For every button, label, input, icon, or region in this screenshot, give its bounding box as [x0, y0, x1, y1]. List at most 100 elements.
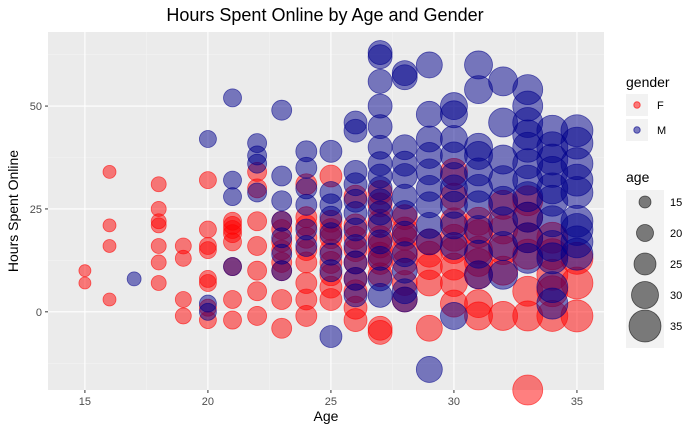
data-point-f — [199, 241, 217, 259]
data-point-f — [102, 239, 117, 253]
data-point-f — [150, 275, 167, 291]
data-point-m — [295, 235, 318, 257]
legend-size-key-20 — [636, 224, 654, 242]
data-point-f — [319, 288, 343, 311]
legend-color-keys: FM — [626, 94, 666, 141]
data-point-f — [102, 165, 117, 179]
x-tick-label: 25 — [325, 396, 337, 408]
data-point-m — [415, 356, 443, 383]
data-point-f — [102, 292, 117, 307]
data-point-m — [319, 259, 343, 283]
data-point-f — [174, 249, 192, 267]
data-point-m — [223, 257, 242, 276]
legend-key-f — [633, 101, 641, 109]
data-point-f — [150, 254, 167, 271]
x-tick-label: 20 — [202, 396, 214, 408]
data-point-f — [150, 217, 167, 234]
data-point-f — [174, 307, 192, 325]
data-point-f — [271, 289, 293, 310]
data-point-m — [343, 283, 368, 308]
data-point-m — [367, 68, 393, 94]
data-point-f — [174, 291, 192, 308]
data-point-m — [367, 44, 393, 70]
data-point-m — [560, 176, 594, 209]
y-axis-title: Hours Spent Online — [5, 150, 21, 272]
data-point-m — [391, 64, 418, 91]
data-point-m — [223, 88, 242, 108]
data-point-m — [319, 325, 343, 348]
data-point-f — [78, 264, 92, 278]
data-point-f — [78, 276, 92, 290]
data-point-m — [223, 170, 242, 190]
data-point-m — [126, 271, 142, 287]
legend-title-age: age — [626, 169, 650, 185]
legend-size-label-30: 30 — [670, 290, 682, 302]
data-point-m — [271, 99, 293, 121]
data-point-m — [247, 153, 268, 174]
legend-size-key-35 — [628, 309, 662, 343]
data-point-m — [199, 302, 217, 321]
data-point-m — [247, 182, 268, 203]
legend-size-key-30 — [631, 281, 659, 309]
y-axis: 0 25 50 — [30, 101, 48, 319]
data-point-m — [367, 282, 393, 308]
y-tick-label: 50 — [30, 101, 42, 113]
data-point-f — [223, 290, 242, 309]
data-point-f — [150, 176, 167, 193]
data-point-m — [440, 100, 468, 129]
legend: gender FM age 15 20 25 30 35 — [626, 74, 682, 348]
data-points — [78, 40, 594, 406]
data-point-m — [271, 260, 293, 282]
data-point-m — [560, 237, 594, 271]
data-point-m — [295, 193, 318, 216]
data-point-f — [150, 238, 167, 254]
data-point-f — [415, 269, 443, 297]
data-point-m — [415, 100, 443, 128]
legend-size-label-20: 20 — [670, 228, 682, 240]
data-point-f — [247, 306, 268, 326]
data-point-m — [488, 259, 519, 290]
y-tick-label: 25 — [30, 204, 42, 216]
data-point-f — [199, 171, 217, 190]
x-axis-title: Age — [314, 408, 339, 424]
chart-title: Hours Spent Online by Age and Gender — [166, 5, 483, 25]
data-point-m — [391, 286, 418, 313]
legend-size-label-35: 35 — [670, 321, 682, 333]
legend-key-m — [633, 126, 641, 134]
data-point-f — [223, 310, 242, 330]
legend-size-key-25 — [633, 252, 657, 276]
x-tick-label: 30 — [448, 396, 460, 408]
data-point-m — [536, 287, 569, 320]
data-point-m — [271, 165, 293, 187]
data-point-f — [247, 281, 268, 302]
data-point-m — [464, 190, 493, 220]
data-point-f — [247, 236, 268, 256]
data-point-m — [295, 156, 318, 179]
data-point-f — [271, 317, 293, 339]
data-point-f — [199, 274, 217, 292]
x-tick-label: 15 — [79, 396, 91, 408]
data-point-m — [464, 50, 493, 80]
data-point-f — [343, 308, 368, 332]
data-point-m — [319, 139, 343, 163]
legend-size-keys: 15 20 25 30 35 — [626, 190, 682, 348]
data-point-m — [415, 51, 443, 79]
data-point-m — [415, 228, 443, 256]
data-point-m — [343, 118, 368, 143]
data-point-m — [223, 187, 242, 206]
data-point-f — [247, 260, 268, 281]
data-point-f — [223, 232, 242, 252]
data-point-f — [367, 319, 393, 345]
legend-title-gender: gender — [626, 74, 670, 90]
data-point-f — [102, 218, 117, 233]
data-point-m — [199, 130, 217, 148]
legend-size-label-15: 15 — [670, 197, 682, 209]
data-point-f — [247, 211, 268, 232]
data-point-m — [271, 190, 293, 212]
data-point-m — [440, 232, 468, 260]
legend-size-label-25: 25 — [670, 259, 682, 271]
y-tick-label: 0 — [36, 307, 42, 319]
data-point-m — [440, 302, 468, 330]
data-point-f — [415, 314, 443, 342]
